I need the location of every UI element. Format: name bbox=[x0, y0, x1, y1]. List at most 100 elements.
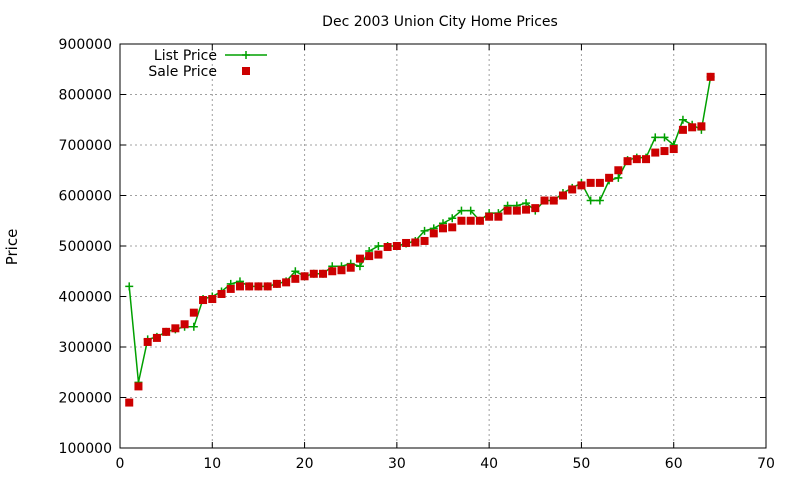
data-point bbox=[420, 226, 429, 235]
y-tick-label: 500000 bbox=[59, 239, 112, 255]
data-point bbox=[577, 181, 586, 190]
x-tick-label: 10 bbox=[203, 456, 221, 472]
data-point bbox=[651, 133, 660, 142]
data-point bbox=[651, 148, 660, 157]
data-point bbox=[125, 282, 134, 291]
data-point bbox=[254, 282, 263, 291]
data-point bbox=[522, 205, 531, 214]
data-point bbox=[235, 282, 244, 291]
data-point bbox=[272, 279, 281, 288]
legend-swatch-marker bbox=[242, 51, 250, 59]
data-point bbox=[503, 206, 512, 215]
legend-swatch-marker bbox=[242, 67, 250, 75]
series-0 bbox=[125, 72, 715, 387]
data-point bbox=[152, 333, 161, 342]
data-point bbox=[475, 216, 484, 225]
plot-frame bbox=[119, 43, 767, 449]
data-point bbox=[494, 212, 503, 221]
data-point bbox=[392, 242, 401, 250]
data-point bbox=[605, 173, 614, 182]
x-tick-label: 20 bbox=[296, 456, 314, 472]
data-point bbox=[632, 155, 641, 164]
y-tick-label: 700000 bbox=[59, 138, 112, 154]
x-tick-label: 30 bbox=[388, 456, 406, 472]
data-point bbox=[291, 274, 300, 283]
grid-lines bbox=[120, 44, 766, 448]
tick-labels: 0 10 20 30 40 50 60 70 100000 200000 300000 400000 5… bbox=[59, 37, 775, 472]
data-point bbox=[642, 155, 651, 164]
data-point bbox=[355, 254, 364, 263]
data-point bbox=[189, 322, 198, 331]
data-point bbox=[263, 282, 272, 291]
data-point bbox=[208, 295, 217, 304]
series-line bbox=[128, 76, 712, 383]
data-point bbox=[365, 252, 374, 261]
data-point bbox=[328, 267, 337, 276]
data-point bbox=[558, 191, 567, 200]
x-tick-label: 60 bbox=[665, 456, 683, 472]
data-point bbox=[180, 320, 189, 329]
x-tick-label: 70 bbox=[757, 456, 775, 472]
data-point bbox=[291, 267, 300, 276]
data-point bbox=[199, 296, 208, 305]
y-tick-label: 100000 bbox=[59, 441, 112, 457]
data-point bbox=[512, 206, 521, 215]
data-point bbox=[300, 272, 309, 281]
data-point bbox=[171, 324, 180, 333]
data-point bbox=[586, 196, 595, 205]
data-point bbox=[678, 115, 687, 124]
data-point bbox=[134, 382, 143, 391]
data-point bbox=[448, 223, 457, 232]
data-point bbox=[355, 262, 364, 271]
data-point bbox=[595, 196, 604, 205]
data-point bbox=[143, 337, 152, 346]
data-point bbox=[309, 269, 318, 278]
y-tick-label: 200000 bbox=[59, 391, 112, 407]
data-point bbox=[439, 224, 447, 233]
data-point bbox=[282, 278, 291, 287]
x-tick-label: 50 bbox=[573, 456, 591, 472]
data-point bbox=[485, 212, 494, 221]
data-point bbox=[623, 157, 632, 166]
data-point bbox=[402, 238, 411, 247]
y-tick-label: 800000 bbox=[59, 88, 112, 104]
data-point bbox=[697, 122, 706, 131]
legend-label: Sale Price bbox=[148, 64, 217, 80]
data-point bbox=[411, 238, 420, 247]
y-tick-label: 600000 bbox=[59, 189, 112, 205]
data-point bbox=[319, 269, 328, 278]
y-axis-label: Price bbox=[3, 229, 21, 266]
y-tick-label: 400000 bbox=[59, 290, 112, 306]
data-point bbox=[457, 216, 466, 225]
data-point bbox=[374, 250, 383, 259]
data-point bbox=[595, 178, 604, 187]
legend-label: List Price bbox=[154, 48, 217, 64]
data-point bbox=[374, 242, 383, 250]
data-point bbox=[420, 236, 429, 245]
data-point bbox=[614, 173, 623, 182]
data-point bbox=[660, 133, 669, 142]
data-point bbox=[549, 196, 558, 205]
data-point bbox=[586, 178, 595, 187]
data-point bbox=[457, 206, 466, 215]
data-point bbox=[337, 266, 346, 275]
data-point bbox=[678, 125, 687, 134]
data-point bbox=[466, 216, 475, 225]
series-1 bbox=[125, 72, 715, 407]
y-tick-label: 300000 bbox=[59, 340, 112, 356]
data-point bbox=[568, 185, 577, 194]
data-point bbox=[448, 214, 457, 223]
data-point bbox=[162, 327, 171, 336]
data-point bbox=[346, 263, 355, 272]
y-tick-label: 900000 bbox=[59, 37, 112, 53]
series-marks bbox=[125, 72, 715, 407]
data-point bbox=[531, 204, 540, 213]
data-point bbox=[429, 229, 438, 238]
data-point bbox=[688, 123, 697, 132]
data-point bbox=[540, 196, 549, 205]
data-point bbox=[125, 398, 134, 407]
data-point bbox=[226, 284, 235, 293]
data-point bbox=[383, 243, 392, 252]
